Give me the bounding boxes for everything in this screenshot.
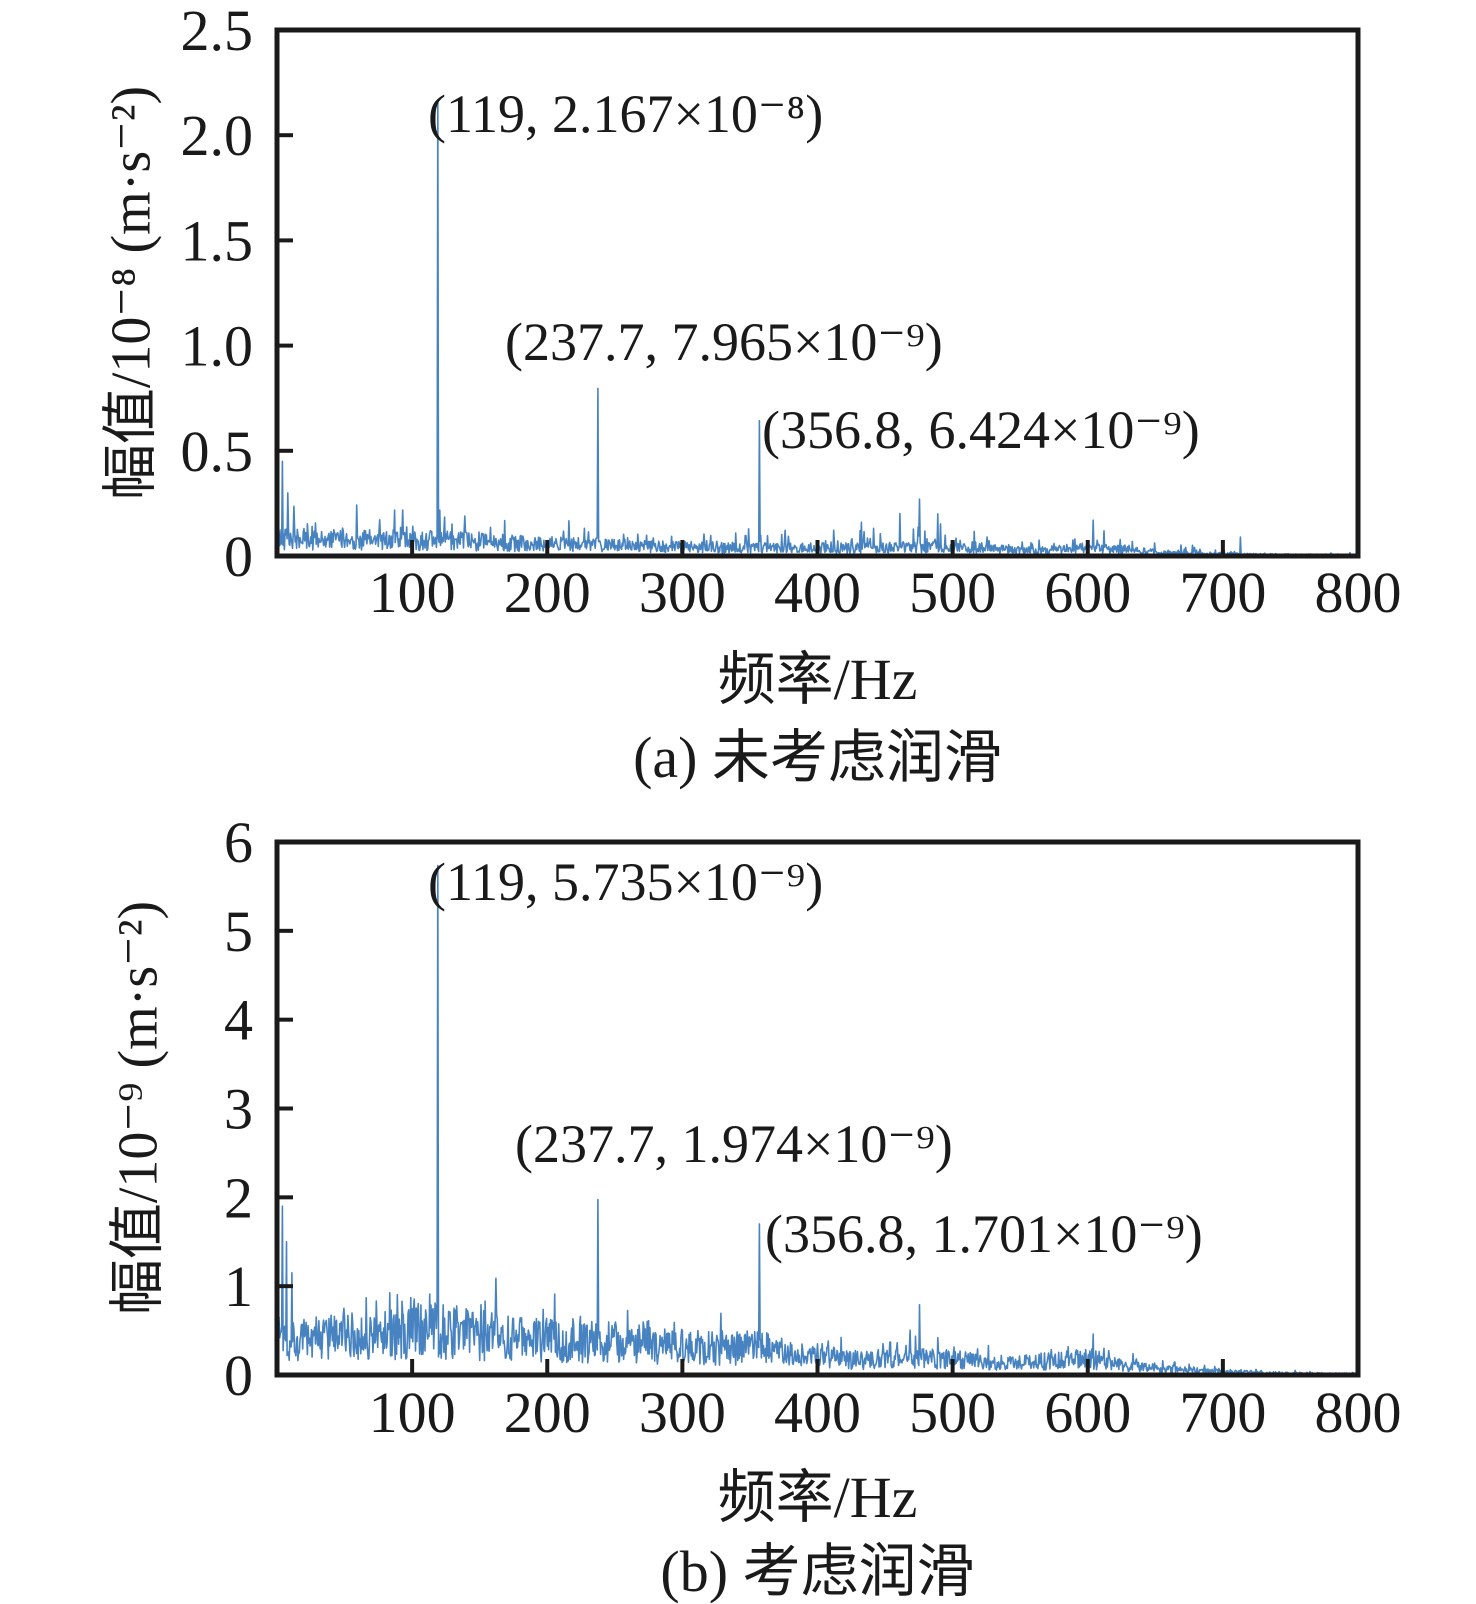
x-tick-label-a: 300: [639, 560, 726, 625]
x-tick-label-b: 200: [504, 1380, 591, 1445]
x-axis-label-b: 频率/Hz: [717, 1465, 918, 1530]
x-tick-label-a: 600: [1044, 560, 1131, 625]
x-axis-label-a: 频率/Hz: [717, 647, 918, 712]
annotation-text-b: (119, 5.735×10⁻⁹): [428, 852, 823, 912]
spectrum-line-b: [277, 864, 1359, 1376]
x-tick-label-a: 100: [369, 560, 456, 625]
annotation-text-b: (237.7, 1.974×10⁻⁹): [515, 1114, 953, 1174]
x-tick-label-b: 500: [909, 1380, 996, 1445]
caption-a: (a) 未考虑润滑: [633, 725, 1002, 790]
x-tick-label-a: 800: [1315, 560, 1402, 625]
x-tick-label-a: 200: [504, 560, 591, 625]
x-tick-label-a: 500: [909, 560, 996, 625]
y-tick-label-b: 5: [224, 899, 253, 964]
x-tick-label-b: 600: [1044, 1380, 1131, 1445]
x-tick-label-b: 400: [774, 1380, 861, 1445]
x-tick-label-b: 800: [1315, 1380, 1402, 1445]
y-tick-label-a: 2.0: [181, 103, 254, 168]
y-tick-label-a: 1.0: [181, 314, 254, 379]
caption-b: (b) 考虑润滑: [660, 1539, 975, 1604]
y-tick-label-a: 1.5: [181, 208, 254, 273]
annotation-text-b: (356.8, 1.701×10⁻⁹): [765, 1204, 1203, 1264]
y-axis-label-a: 幅值/10⁻⁸ (m·s⁻²): [100, 85, 163, 501]
y-tick-label-b: 3: [224, 1077, 253, 1142]
annotation-text-a: (119, 2.167×10⁻⁸): [428, 84, 823, 144]
y-tick-label-b: 1: [224, 1254, 253, 1319]
y-tick-label-a: 0.5: [181, 419, 254, 484]
annotation-text-a: (356.8, 6.424×10⁻⁹): [762, 400, 1200, 460]
y-tick-label-b: 0: [224, 1343, 253, 1408]
y-tick-label-b: 6: [224, 810, 253, 875]
y-tick-label-a: 2.5: [181, 0, 254, 63]
x-tick-label-a: 400: [774, 560, 861, 625]
y-tick-label-b: 2: [224, 1165, 253, 1230]
x-tick-label-b: 300: [639, 1380, 726, 1445]
y-tick-label-a: 0: [224, 524, 253, 589]
y-tick-label-b: 4: [224, 988, 253, 1053]
x-tick-label-b: 100: [369, 1380, 456, 1445]
x-tick-label-b: 700: [1179, 1380, 1266, 1445]
x-tick-label-a: 700: [1179, 560, 1266, 625]
annotation-text-a: (237.7, 7.965×10⁻⁹): [505, 312, 943, 372]
y-axis-label-b: 幅值/10⁻⁹ (m·s⁻²): [107, 900, 170, 1316]
